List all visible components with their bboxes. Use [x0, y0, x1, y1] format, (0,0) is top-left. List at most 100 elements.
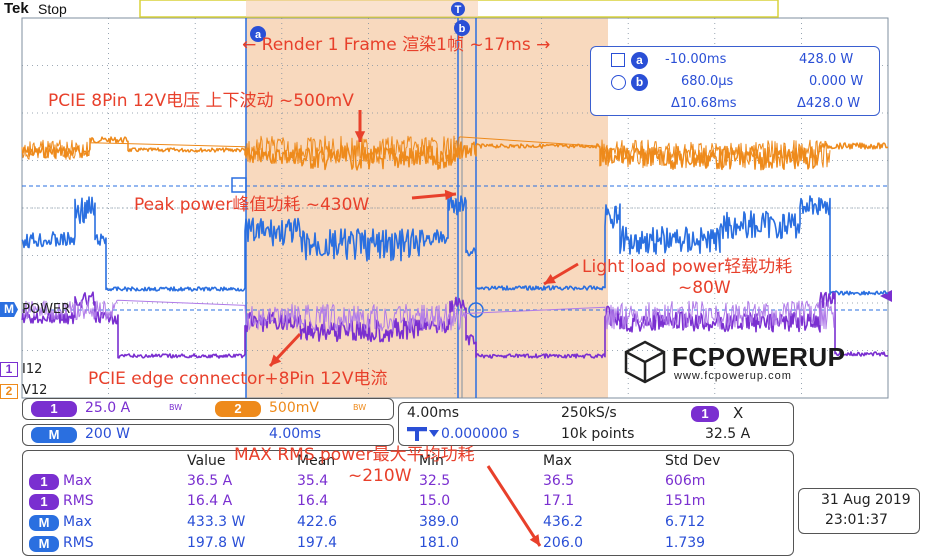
meas-row-2-source: 1	[29, 494, 59, 510]
meas-row-2-min: 15.0	[419, 493, 451, 509]
cursor-a-badge: a	[631, 52, 648, 69]
trigger-marker-label: T	[455, 4, 462, 16]
math-channel-marker[interactable]: M	[0, 302, 18, 317]
annotation-current: PCIE edge connector+8Pin 12V电流	[88, 369, 388, 389]
cursor-b-circle-icon	[468, 302, 484, 318]
meas-header-max: Max	[543, 453, 572, 469]
meas-row-3-max: 436.2	[543, 514, 584, 530]
acquisition-state[interactable]: Stop	[38, 1, 67, 17]
cursor-a-square-icon	[231, 177, 247, 193]
meas-row-1-source: 1	[29, 474, 59, 490]
cursor-b-top-label: b	[459, 23, 466, 35]
meas-row-4-name: RMS	[63, 535, 94, 551]
sample-rate: 250kS/s	[561, 405, 617, 421]
ch1-bandwidth-icon: BW	[169, 403, 183, 412]
ch2-scale: 500mV	[269, 400, 319, 416]
meas-row-1-min: 32.5	[419, 473, 451, 489]
ch2-marker[interactable]: 2	[0, 384, 18, 399]
cursor-b-badge: b	[631, 74, 648, 91]
cursor-b-value: 0.000 W	[809, 74, 864, 89]
meas-row-4-stddev: 1.739	[665, 535, 706, 551]
meas-row-1-max: 36.5	[543, 473, 575, 489]
trigger-level: 32.5 A	[705, 426, 751, 442]
meas-row-4-source: M	[29, 536, 59, 552]
annotation-voltage: PCIE 8Pin 12V电压 上下波动 ~500mV	[48, 91, 354, 111]
cursor-a-value: 428.0 W	[799, 52, 854, 67]
meas-row-1-name: Max	[63, 473, 92, 489]
measurements-panel[interactable]: Value Mean Min Max Std Dev 1 Max 36.5 A …	[22, 450, 794, 556]
trigger-type-icon: X	[733, 404, 744, 422]
meas-row-1-stddev: 606m	[665, 473, 706, 489]
meas-row-2-mean: 16.4	[297, 493, 329, 509]
ch2-bandwidth-icon: BW	[353, 403, 367, 412]
trigger-marker-icon	[451, 2, 465, 16]
meas-row-4-mean: 197.4	[297, 535, 338, 551]
ch1-scale: 25.0 A	[85, 400, 131, 416]
math-settings-row[interactable]: M 200 W 4.00ms	[22, 424, 394, 446]
ch1-current-envelope	[21, 299, 836, 333]
cursor-a-square-icon	[611, 53, 625, 67]
record-view-window	[246, 0, 478, 17]
meas-header-stddev: Std Dev	[665, 453, 721, 469]
math-pill[interactable]: M	[31, 427, 77, 443]
trigger-position-icon	[407, 427, 427, 441]
math-scale: 200 W	[85, 426, 131, 442]
ch2-label: V12	[22, 383, 48, 398]
meas-row-4-min: 181.0	[419, 535, 460, 551]
ch1-level-marker-icon	[880, 290, 892, 302]
annotation-frame: ← Render 1 Frame 渲染1帧 ~17ms →	[242, 35, 551, 55]
cursor-readout-panel: a -10.00ms 428.0 W b 680.0µs 0.000 W Δ10…	[590, 46, 880, 116]
meas-header-value: Value	[187, 453, 226, 469]
trigger-arrow-icon	[429, 430, 439, 437]
brand-label: Tek	[4, 0, 29, 17]
cursor-a-top-label: a	[255, 29, 262, 41]
annotation-max-rms-value: ~210W	[348, 466, 412, 486]
datetime-panel: 31 Aug 2019 23:01:37	[798, 488, 920, 534]
cursor-b-time: 680.0µs	[681, 74, 734, 89]
time-readout: 23:01:37	[825, 512, 888, 528]
annotation-peak: Peak power峰值功耗 ~430W	[134, 195, 370, 215]
cursor-b-top-marker	[454, 20, 470, 36]
meas-header-min: Min	[419, 453, 444, 469]
cursor-delta-value: Δ428.0 W	[797, 96, 861, 111]
meas-row-4-value: 197.8 W	[187, 535, 246, 551]
meas-row-2-name: RMS	[63, 493, 94, 509]
cube-logo-icon	[624, 340, 666, 384]
annotation-max-rms: MAX RMS power最大平均功耗	[234, 445, 475, 465]
annotation-light-load: Light load power轻载功耗	[582, 257, 793, 277]
cursor-b-circle-icon	[611, 75, 626, 90]
ch2-pill[interactable]: 2	[215, 401, 261, 417]
meas-row-1-value: 36.5 A	[187, 473, 233, 489]
meas-row-1-mean: 35.4	[297, 473, 329, 489]
date-readout: 31 Aug 2019	[821, 492, 911, 508]
ch1-pill[interactable]: 1	[31, 401, 77, 417]
annotation-light-load-value: ~80W	[678, 278, 731, 298]
ch2-voltage-envelope	[21, 135, 831, 169]
timebase-panel[interactable]: 4.00ms 250kS/s 1 X 0.000000 s 10k points…	[398, 402, 794, 446]
meas-row-3-mean: 422.6	[297, 514, 338, 530]
cursor-delta-time: Δ10.68ms	[671, 96, 737, 111]
ch1-label: I12	[22, 362, 43, 377]
meas-row-3-value: 433.3 W	[187, 514, 246, 530]
meas-row-4-max: 206.0	[543, 535, 584, 551]
math-power-trace	[21, 195, 889, 296]
meas-row-3-name: Max	[63, 514, 92, 530]
meas-row-3-source: M	[29, 515, 59, 531]
meas-row-3-min: 389.0	[419, 514, 460, 530]
meas-header-mean: Mean	[297, 453, 336, 469]
channel-settings-row-1[interactable]: 1 25.0 A BW 2 500mV BW	[22, 398, 394, 420]
ch1-marker[interactable]: 1	[0, 362, 18, 377]
horizontal-scale: 4.00ms	[407, 405, 460, 421]
meas-row-2-stddev: 151m	[665, 493, 706, 509]
horizontal-position: 0.000000 s	[441, 426, 520, 442]
meas-row-2-value: 16.4 A	[187, 493, 233, 509]
record-length: 10k points	[561, 426, 635, 442]
math-timebase: 4.00ms	[269, 426, 322, 442]
math-channel-label: POWER	[22, 302, 71, 317]
cursor-a-time: -10.00ms	[665, 52, 727, 67]
logo-name: FCPOWERUP	[672, 342, 846, 372]
meas-row-3-stddev: 6.712	[665, 514, 706, 530]
meas-row-2-max: 17.1	[543, 493, 575, 509]
trigger-source-pill[interactable]: 1	[691, 406, 719, 422]
